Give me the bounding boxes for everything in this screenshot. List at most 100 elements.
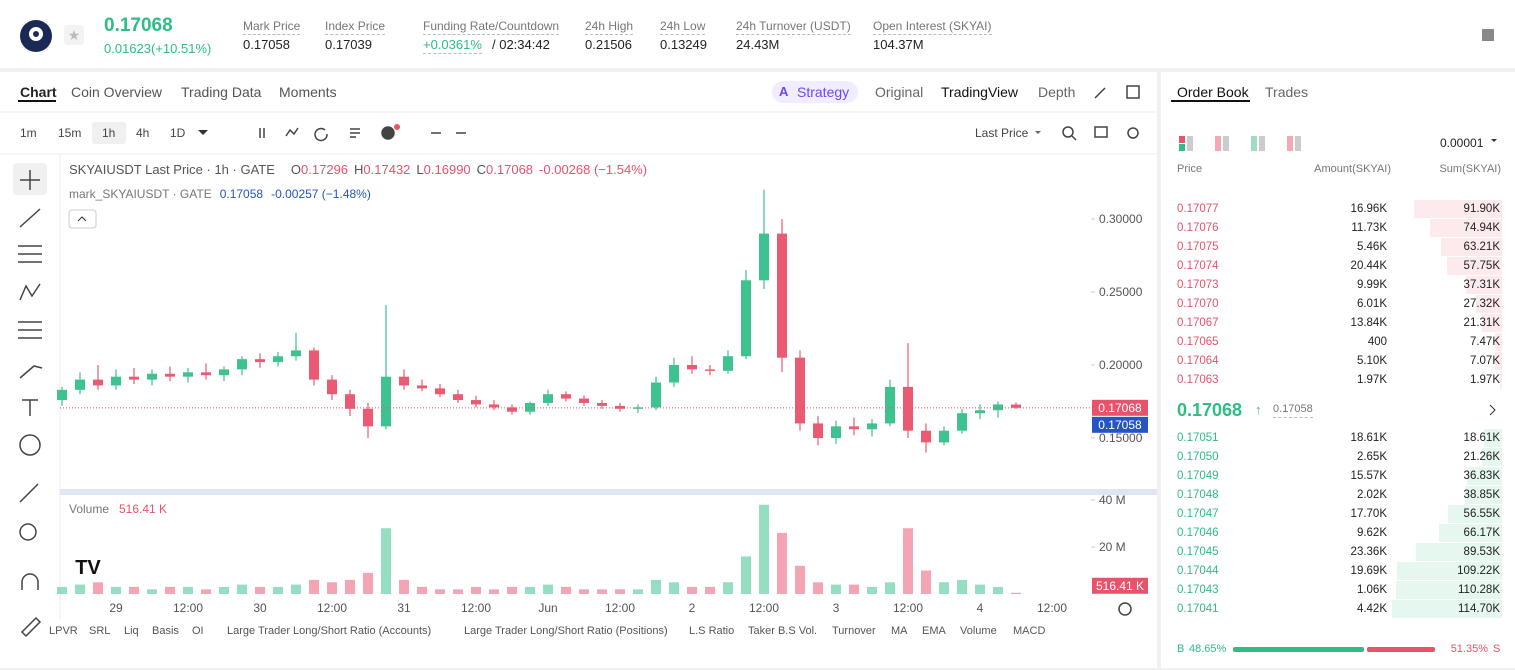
ob-price[interactable]: 0.17044 <box>1177 565 1219 577</box>
legend-line: mark_SKYAIUSDT · GATE 0.17058 -0.00257 (−1… <box>69 186 371 202</box>
ob-price[interactable]: 0.17045 <box>1177 546 1219 558</box>
interval[interactable]: 4h <box>136 126 150 140</box>
volume-bar <box>345 579 355 594</box>
stat-value: 0.17039 <box>325 37 372 52</box>
indicator[interactable]: OI <box>192 625 204 637</box>
candle-body <box>759 233 769 281</box>
candle-body <box>309 350 319 380</box>
ob-price[interactable]: 0.17064 <box>1177 355 1219 367</box>
candle-body <box>669 364 679 383</box>
ob-sum: 63.21K <box>1463 241 1500 253</box>
volume-bar <box>255 586 265 594</box>
ob-tab[interactable]: Order Book <box>1177 84 1249 100</box>
ob-price[interactable]: 0.17075 <box>1177 241 1219 253</box>
indicator[interactable]: Basis <box>152 625 179 637</box>
ob-price[interactable]: 0.17074 <box>1177 260 1219 272</box>
x-tick-label: Jun <box>538 601 557 615</box>
candle-body <box>687 364 697 370</box>
ob-sum: 109.22K <box>1457 565 1500 577</box>
volume-bar <box>957 579 967 594</box>
candle-body <box>273 356 283 363</box>
depth-bar <box>1481 448 1502 466</box>
arrow[interactable] <box>1489 404 1496 416</box>
ob-amount: 400 <box>1367 336 1387 348</box>
ob-amount: 17.70K <box>1350 508 1387 520</box>
precision[interactable]: 0.00001 <box>1440 136 1484 150</box>
ai-icon: A <box>779 84 789 99</box>
chart-tab[interactable]: Coin Overview <box>71 84 163 100</box>
indicator[interactable]: Turnover <box>832 625 876 637</box>
interval[interactable]: 1h <box>102 126 116 140</box>
volume-bar <box>921 570 931 594</box>
volume-bar <box>273 586 283 594</box>
indicator[interactable]: Liq <box>124 625 139 637</box>
ob-price[interactable]: 0.17041 <box>1177 603 1219 615</box>
legend-line: SKYAIUSDT Last Price · 1h · GATE O0.17296… <box>69 162 647 178</box>
ob-price[interactable]: 0.17077 <box>1177 203 1219 215</box>
ob-price[interactable]: 0.17050 <box>1177 451 1219 463</box>
collapse-button[interactable] <box>68 209 97 229</box>
volume-bar <box>579 589 589 594</box>
ob-price[interactable]: 0.17048 <box>1177 489 1219 501</box>
interval[interactable]: 1D <box>170 126 186 140</box>
indicator[interactable]: EMA <box>922 625 946 637</box>
favorite-button[interactable] <box>64 25 84 45</box>
volume-bar <box>399 579 409 594</box>
candle-body <box>363 408 373 427</box>
ob-price[interactable]: 0.17047 <box>1177 508 1219 520</box>
candle-body <box>777 233 787 358</box>
ob-price[interactable]: 0.17063 <box>1177 374 1219 386</box>
ob-price[interactable]: 0.17073 <box>1177 279 1219 291</box>
ob-price[interactable]: 0.17067 <box>1177 317 1219 329</box>
view-tab[interactable]: Original <box>875 84 924 100</box>
indicator[interactable]: Volume <box>960 625 997 637</box>
indicator[interactable]: SRL <box>89 625 111 637</box>
mark-price-tag <box>1092 416 1148 433</box>
candle-body <box>417 385 427 389</box>
menu-icon[interactable] <box>1482 29 1494 41</box>
volume-bar <box>327 582 337 594</box>
x-tick-label: 12:00 <box>317 601 347 615</box>
stat-label: 24h Low <box>660 19 706 35</box>
x-tick-label: 12:00 <box>173 601 203 615</box>
view-tab[interactable]: TradingView <box>941 84 1019 100</box>
indicator[interactable]: L.S Ratio <box>689 625 735 637</box>
chart-tab[interactable]: Chart <box>20 84 57 100</box>
view-tab[interactable]: Strategy <box>797 84 850 100</box>
ob-price[interactable]: 0.17070 <box>1177 298 1219 310</box>
ob-price[interactable]: 0.17076 <box>1177 222 1219 234</box>
indicator[interactable]: Taker B.S Vol. <box>748 625 818 637</box>
interval[interactable]: 1m <box>20 126 37 140</box>
indicator[interactable]: LPVR <box>49 625 78 637</box>
ob-price[interactable]: 0.17043 <box>1177 584 1219 596</box>
ob-amount: 23.36K <box>1350 546 1387 558</box>
tv-logo: TV <box>75 557 101 579</box>
ob-tab[interactable]: Trades <box>1265 84 1309 100</box>
indicator[interactable]: MA <box>891 625 908 637</box>
indicator[interactable]: MACD <box>1013 625 1046 637</box>
strategy-pill[interactable] <box>772 81 858 103</box>
ob-sum: 1.97K <box>1469 374 1500 386</box>
candle-body <box>615 405 625 409</box>
ob-price[interactable]: 0.17065 <box>1177 336 1219 348</box>
price-source[interactable]: Last Price <box>975 126 1029 140</box>
ob-sum: 7.07K <box>1469 355 1500 367</box>
ob-price[interactable]: 0.17046 <box>1177 527 1219 539</box>
candle-body <box>75 379 85 390</box>
volume-bar <box>183 586 193 594</box>
caret <box>1035 131 1041 134</box>
ob-price[interactable]: 0.17049 <box>1177 470 1219 482</box>
ob-amount: 2.65K <box>1356 451 1387 463</box>
ob-amount: 13.84K <box>1350 317 1387 329</box>
depth-bar <box>1475 295 1502 313</box>
indicator[interactable]: Large Trader Long/Short Ratio (Accounts) <box>227 625 432 637</box>
volume-bar <box>417 586 427 594</box>
interval[interactable]: 15m <box>58 126 82 140</box>
candle-body <box>129 376 139 380</box>
chart-tab[interactable]: Moments <box>279 84 337 100</box>
y-tick-label: 0.20000 <box>1099 358 1143 372</box>
ob-price[interactable]: 0.17051 <box>1177 432 1219 444</box>
view-tab[interactable]: Depth <box>1038 84 1076 100</box>
chart-tab[interactable]: Trading Data <box>181 84 262 100</box>
indicator[interactable]: Large Trader Long/Short Ratio (Positions… <box>464 625 668 637</box>
